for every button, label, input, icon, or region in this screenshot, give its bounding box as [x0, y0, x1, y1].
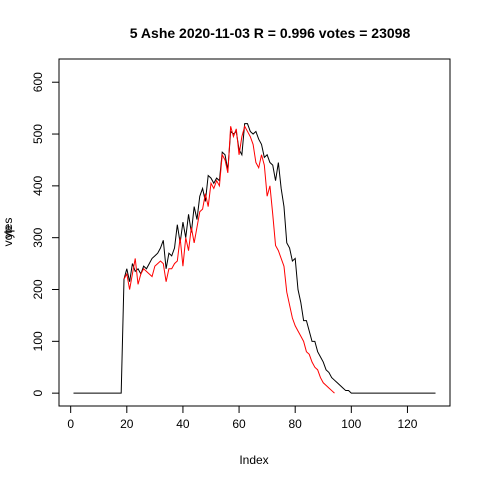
y-tick-label: 200	[31, 279, 45, 299]
y-tick-label: 300	[31, 227, 45, 247]
x-tick-label: 120	[397, 417, 417, 431]
x-tick-label: 0	[67, 417, 74, 431]
y-axis-label-text: yp	[1, 225, 15, 238]
x-tick-label: 40	[176, 417, 190, 431]
x-tick-label: 60	[232, 417, 246, 431]
y-tick-label: 0	[31, 389, 45, 396]
y-axis-label-text: votes	[1, 218, 15, 247]
y-axis: 0 100 200 300 400 500 600	[31, 72, 60, 396]
series-line-1	[123, 124, 335, 394]
x-tick-label: 20	[120, 417, 134, 431]
y-tick-label: 400	[31, 176, 45, 196]
x-axis-label: Index	[239, 453, 268, 467]
chart-title: 5 Ashe 2020-11-03 R = 0.996 votes = 2309…	[130, 25, 411, 41]
x-axis: 0 20 40 60 80 100 120	[67, 405, 418, 431]
y-tick-label: 600	[31, 72, 45, 92]
x-tick-label: 100	[341, 417, 361, 431]
series-layer	[73, 123, 436, 394]
y-tick-label: 500	[31, 124, 45, 144]
x-tick-label: 80	[289, 417, 303, 431]
y-tick-label: 100	[31, 331, 45, 351]
